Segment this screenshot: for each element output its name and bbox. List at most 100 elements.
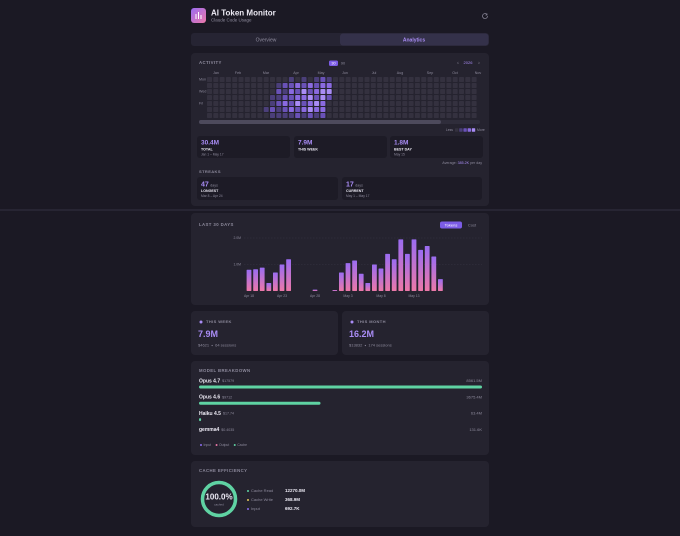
heatmap-cell [225,107,231,112]
cache-item-name: Input [251,506,261,511]
heatmap-cell [383,107,389,112]
heatmap-cell [257,77,263,82]
heatmap-cell [421,101,427,106]
legend-swatch [463,128,467,132]
heatmap-cell [282,89,288,94]
legend-dot [233,444,236,446]
heatmap-cell [459,101,464,106]
heatmap-cell [389,107,395,112]
heatmap-cell [238,89,244,94]
heatmap-cell [270,89,275,94]
average-label: Average: [442,161,456,165]
heatmap-cell [232,107,238,112]
streak-unit: days [210,183,218,187]
app-subtitle: Claude Code Usage [211,18,252,23]
year-prev[interactable]: ‹ [457,60,459,66]
range-active[interactable] [329,60,338,67]
heatmap-cell [282,107,288,112]
heatmap-cell [326,107,332,112]
bar [431,256,437,291]
x-tick-label: Apr 18 [244,294,254,298]
donut-caption: cached [214,502,224,506]
heatmap-cell [440,101,446,106]
heatmap-cell [440,95,446,100]
heatmap-cell [471,77,477,82]
heatmap-cell [465,107,471,112]
heatmap-cell [339,95,345,100]
heatmap-cell [301,83,307,88]
heatmap-cell [238,95,244,100]
year-next[interactable]: › [478,60,480,66]
heatmap-cell [452,95,458,100]
tab[interactable]: Overview [256,37,277,43]
heatmap-cell [377,113,383,118]
heatmap-cell [440,77,446,82]
heatmap-cell [295,101,301,106]
heatmap-cell [213,101,219,106]
heatmap-cell [207,83,212,88]
heatmap-cell [339,89,345,94]
refresh-button[interactable] [482,13,488,19]
heatmap-cell [364,77,370,82]
tab[interactable]: Analytics [403,37,425,43]
heatmap-cell [314,77,320,82]
tab-active[interactable] [340,33,489,46]
heatmap-cell [465,83,471,88]
heatmap-cell [219,101,225,106]
model-tokens: 131.6K [469,427,482,432]
legend-less: Less [446,128,453,132]
heatmap-cell [459,113,464,118]
month-label: Apr [293,71,299,75]
heatmap-cell [225,113,231,118]
heatmap-cell [396,107,401,112]
heatmap-cell [307,77,313,82]
model-name: gemma4 [199,427,220,433]
heatmap-cell [364,107,370,112]
cache-item-name: Cache Read [251,488,273,493]
scroll-thumb[interactable] [199,120,441,124]
heatmap-cell [358,77,364,82]
heatmap-cell [377,89,383,94]
heatmap-cell [333,95,338,100]
cache-card [191,461,489,527]
heatmap-cell [282,101,288,106]
heatmap-cell [219,83,225,88]
heatmap-cell [288,83,294,88]
range-option[interactable]: 90 [341,61,345,65]
chart-option[interactable]: Tokens [445,222,458,227]
heatmap-cell [433,95,439,100]
streak-label: LONGEST [201,189,219,193]
heatmap-cell [288,89,294,94]
heatmap-cell [383,77,389,82]
heatmap-cell [383,95,389,100]
heatmap-cell [295,107,301,112]
bar [378,268,384,291]
heatmap-cell [213,83,219,88]
heatmap-cell [276,107,282,112]
x-tick-label: May 3 [343,294,352,298]
heatmap-cell [421,113,427,118]
heatmap-cell [452,113,458,118]
range-option[interactable]: 30 [331,61,335,65]
stat-sub: May 15 [394,152,405,156]
heatmap-cell [219,107,225,112]
month-label: Mar [263,71,270,75]
period-label: THIS MONTH [357,319,386,324]
heatmap-cell [251,107,257,112]
period-card [191,311,338,355]
heatmap-cell [301,89,307,94]
month-label: May [318,71,325,75]
heatmap-cell [446,107,452,112]
chart-option[interactable]: Cost [468,222,477,227]
heatmap-cell [276,83,282,88]
heatmap-cell [471,113,477,118]
heatmap-cell [433,89,439,94]
period-cost: $13832 [349,343,363,348]
heatmap-cell [232,101,238,106]
heatmap-cell [225,101,231,106]
heatmap-cell [295,77,301,82]
option-active[interactable] [440,221,462,229]
cache-dot [247,490,249,492]
month-label: Nov [475,71,482,75]
